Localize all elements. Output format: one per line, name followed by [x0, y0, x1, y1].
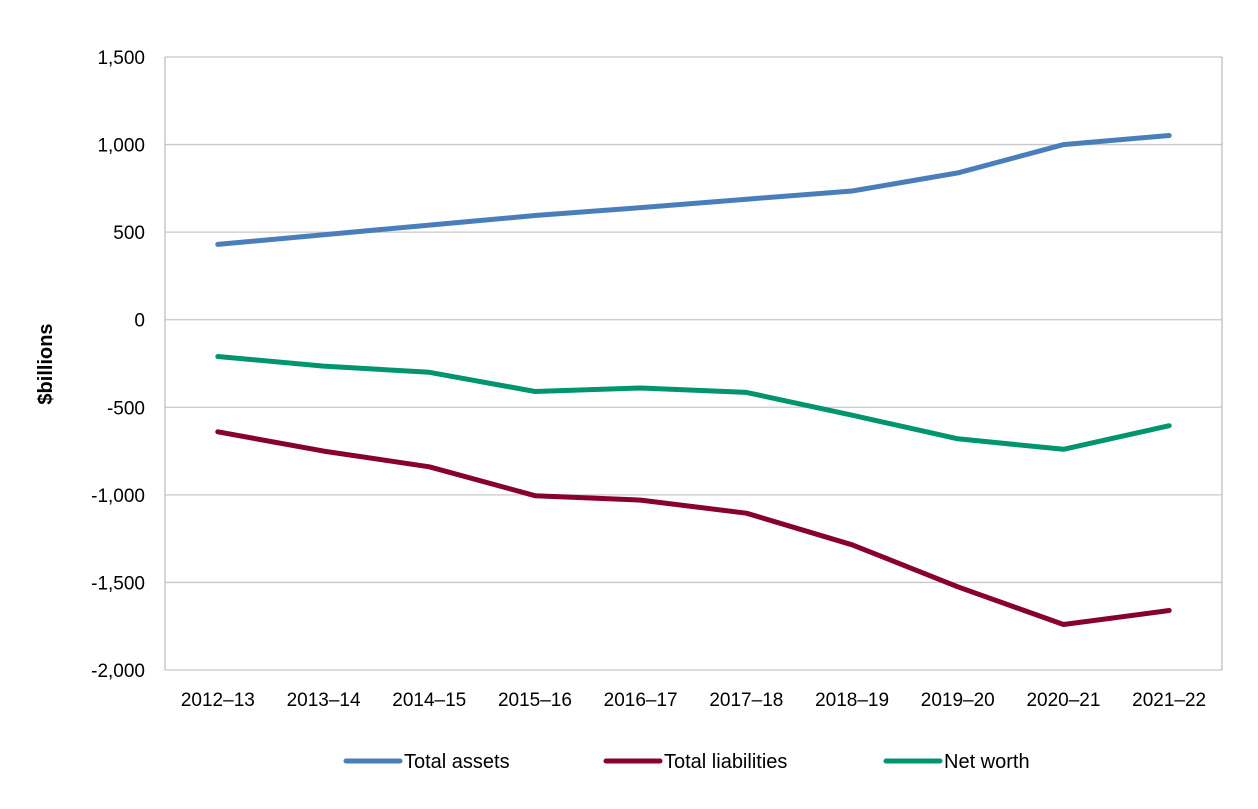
x-tick-label: 2014–15 [392, 690, 466, 711]
x-tick-label: 2015–16 [498, 690, 572, 711]
y-tick-label: 0 [134, 311, 145, 332]
series-lines [215, 133, 1172, 627]
series-line-net-worth [215, 354, 1172, 452]
legend-label: Total assets [404, 751, 510, 773]
y-axis-tick-labels: 1,500 1,000 500 0 -500 -1,000 -1,500 -2,000 [91, 48, 145, 682]
y-tick-label: -1,000 [91, 486, 145, 507]
legend-label: Total liabilities [664, 751, 787, 773]
legend: Total assets Total liabilities Net worth [343, 751, 1030, 773]
x-tick-label: 2018–19 [815, 690, 889, 711]
gridlines [164, 56, 1223, 671]
x-tick-label: 2013–14 [287, 690, 361, 711]
series-line-total-assets [215, 133, 1172, 247]
y-tick-label: 1,500 [97, 48, 145, 69]
legend-label: Net worth [944, 751, 1030, 773]
y-tick-label: -1,500 [91, 573, 145, 594]
x-tick-label: 2016–17 [604, 690, 678, 711]
y-tick-label: 500 [113, 223, 145, 244]
y-tick-label: -500 [107, 398, 145, 419]
x-tick-label: 2012–13 [181, 690, 255, 711]
series-line-total-liabilities [215, 429, 1172, 627]
x-tick-label: 2021–22 [1132, 690, 1206, 711]
x-tick-label: 2019–20 [921, 690, 995, 711]
x-tick-label: 2017–18 [709, 690, 783, 711]
y-tick-label: 1,000 [97, 136, 145, 157]
y-axis-title: $billions [35, 323, 57, 404]
x-tick-label: 2020–21 [1026, 690, 1100, 711]
x-axis-tick-labels: 2012–13 2013–14 2014–15 2015–16 2016–17 2017–… [181, 690, 1206, 711]
y-tick-label: -2,000 [91, 661, 145, 682]
